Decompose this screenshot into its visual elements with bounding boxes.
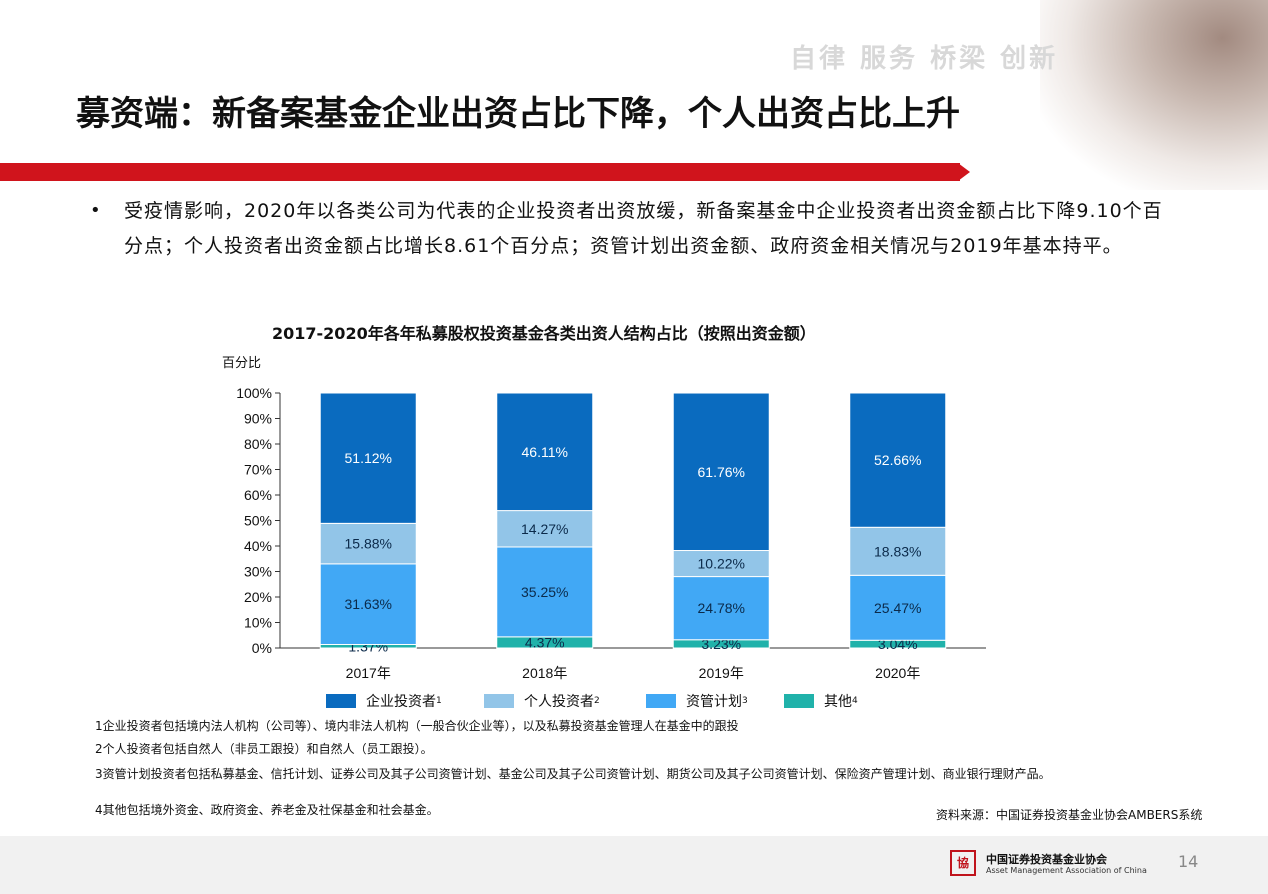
legend-item: 个人投资者 2 xyxy=(484,692,600,710)
bar-segment xyxy=(849,526,947,576)
data-label: 14.27% xyxy=(521,521,568,537)
legend-swatch xyxy=(646,694,676,708)
y-tick-label: 90% xyxy=(244,411,272,427)
footer-bar xyxy=(0,836,1268,894)
bar-segment xyxy=(672,392,770,552)
data-label: 52.66% xyxy=(874,452,921,468)
bar-segment xyxy=(319,563,417,646)
bar-segment xyxy=(672,576,770,641)
legend-item: 资管计划 3 xyxy=(646,692,748,710)
title-underline-bar xyxy=(0,163,960,181)
data-label: 15.88% xyxy=(345,536,392,552)
data-label: 18.83% xyxy=(874,543,921,559)
data-label: 24.78% xyxy=(698,600,745,616)
legend-item: 企业投资者 1 xyxy=(326,692,442,710)
bullet-text: 受疫情影响，2020年以各类公司为代表的企业投资者出资放缓，新备案基金中企业投资… xyxy=(124,200,1163,257)
data-label: 4.37% xyxy=(525,634,565,650)
legend-swatch xyxy=(784,694,814,708)
bar-segment xyxy=(319,392,417,524)
data-label: 51.12% xyxy=(345,450,392,466)
legend-footnote-ref: 4 xyxy=(852,696,858,706)
footnote-item: 4其他包括境外资金、政府资金、养老金及社保基金和社会基金。 xyxy=(95,803,439,817)
legend-label: 其他 xyxy=(824,694,852,710)
legend-footnote-ref: 1 xyxy=(436,696,442,706)
org-name-en: Asset Management Association of China xyxy=(986,866,1147,875)
amac-logo-icon: 協 xyxy=(950,850,976,876)
footnote-item: 3资管计划投资者包括私募基金、信托计划、证券公司及其子公司资管计划、基金公司及其… xyxy=(95,767,1051,781)
stacked-bar-chart: 0%10%20%30%40%50%60%70%80%90%100%1.37%31… xyxy=(236,385,986,681)
title-underline-arrow xyxy=(958,163,970,181)
bar-segment xyxy=(496,392,594,512)
legend-label: 资管计划 xyxy=(686,694,742,710)
page-number: 14 xyxy=(1178,852,1199,871)
bar-segment xyxy=(672,550,770,578)
corner-decoration-image xyxy=(1040,0,1268,190)
y-tick-label: 0% xyxy=(252,640,272,656)
legend-swatch xyxy=(484,694,514,708)
legend-footnote-ref: 3 xyxy=(742,696,748,706)
org-name-cn: 中国证券投资基金业协会 xyxy=(986,853,1107,866)
y-tick-label: 80% xyxy=(244,436,272,452)
slogan: 自律 服务 桥梁 创新 xyxy=(790,44,1059,74)
bar-segment xyxy=(849,392,947,528)
y-tick-label: 40% xyxy=(244,538,272,554)
data-label: 10.22% xyxy=(698,556,745,572)
footnote-item: 1企业投资者包括境内法人机构（公司等）、境内非法人机构（一般合伙企业等），以及私… xyxy=(95,719,739,733)
data-label: 35.25% xyxy=(521,584,568,600)
y-tick-label: 60% xyxy=(244,487,272,503)
page-title: 募资端：新备案基金企业出资占比下降，个人出资占比上升 xyxy=(76,94,960,134)
data-label: 31.63% xyxy=(345,596,392,612)
data-label: 46.11% xyxy=(522,444,568,460)
x-tick-label: 2020年 xyxy=(875,665,920,681)
legend-swatch xyxy=(326,694,356,708)
y-tick-label: 20% xyxy=(244,589,272,605)
bullet-marker: • xyxy=(90,200,101,221)
y-tick-label: 10% xyxy=(244,615,272,631)
y-tick-label: 70% xyxy=(244,462,272,478)
legend-label: 个人投资者 xyxy=(524,694,594,710)
y-tick-label: 50% xyxy=(244,513,272,529)
chart-title: 2017-2020年各年私募股权投资基金各类出资人结构占比（按照出资金额） xyxy=(272,324,816,343)
footnote-item: 2个人投资者包括自然人（非员工跟投）和自然人（员工跟投）。 xyxy=(95,742,433,756)
y-tick-label: 30% xyxy=(244,564,272,580)
legend-item: 其他 4 xyxy=(784,692,858,710)
source-note: 资料来源：中国证券投资基金业协会AMBERS系统 xyxy=(936,808,1203,822)
x-tick-label: 2019年 xyxy=(699,665,744,681)
y-axis-label: 百分比 xyxy=(222,356,262,371)
x-tick-label: 2017年 xyxy=(346,665,391,681)
bar-segment xyxy=(849,574,947,641)
legend-label: 企业投资者 xyxy=(366,694,436,710)
x-tick-label: 2018年 xyxy=(522,665,567,681)
legend-footnote-ref: 2 xyxy=(594,696,600,706)
data-label: 61.76% xyxy=(698,464,745,480)
data-label: 25.47% xyxy=(874,600,921,616)
y-tick-label: 100% xyxy=(236,385,272,401)
